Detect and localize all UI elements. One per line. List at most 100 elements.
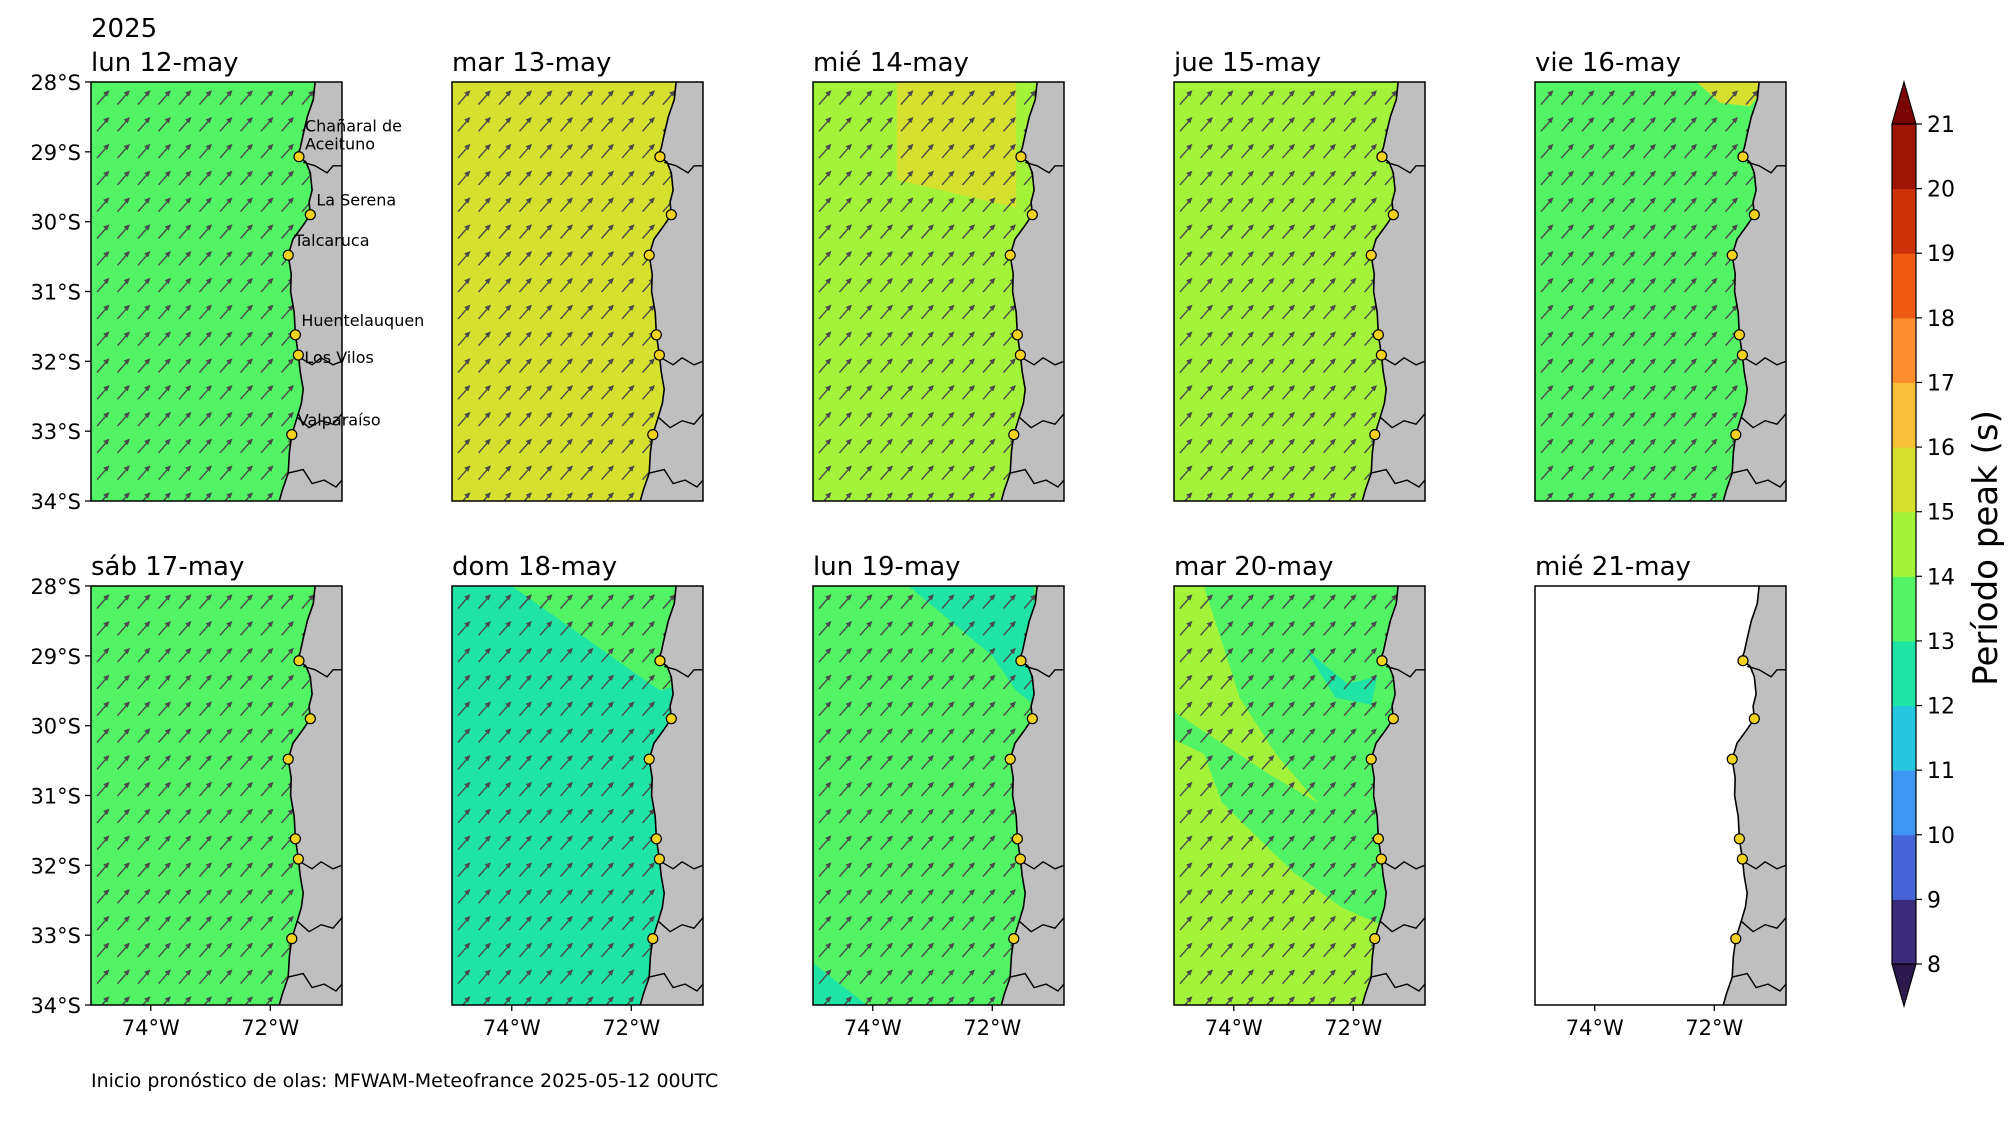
arrow-head	[866, 411, 873, 419]
arrow-head	[164, 465, 171, 472]
arrow-head	[886, 277, 893, 285]
arrow-head	[1329, 492, 1336, 499]
arrow-head	[1227, 862, 1234, 869]
arrow-head	[1370, 90, 1377, 97]
arrow-head	[866, 996, 873, 1003]
arrow-head	[185, 862, 192, 869]
arrow-head	[1268, 492, 1275, 499]
station-marker	[1375, 349, 1387, 361]
arrow-head	[246, 755, 253, 762]
arrow-head	[164, 594, 171, 601]
arrow-head	[1350, 755, 1357, 762]
station-marker	[665, 209, 677, 221]
arrow-head	[1588, 277, 1595, 285]
arrow-head	[648, 358, 655, 365]
arrow-head	[968, 143, 975, 151]
arrow-head	[144, 942, 151, 949]
arrow-head	[968, 197, 975, 204]
arrow-head	[628, 277, 635, 285]
arrow-head	[1309, 143, 1316, 151]
arrow-head	[968, 170, 975, 177]
arrow-head	[1227, 969, 1234, 976]
arrow-head	[1731, 358, 1738, 365]
arrow-head	[464, 90, 471, 97]
arrow-head	[1227, 251, 1234, 258]
arrow-head	[1670, 197, 1677, 204]
arrow-head	[886, 90, 893, 97]
arrow-head	[185, 996, 192, 1003]
arrow-head	[1309, 862, 1316, 869]
arrow-head	[123, 674, 130, 681]
arrow-head	[287, 143, 294, 151]
station-marker	[1726, 249, 1738, 261]
arrow-head	[226, 781, 233, 789]
arrow-head	[948, 492, 955, 499]
arrow-head	[948, 996, 955, 1003]
arrow-head	[1547, 304, 1554, 311]
arrow-head	[989, 224, 996, 231]
arrow-head	[185, 781, 192, 789]
arrow-head	[1288, 117, 1295, 124]
arrow-head	[845, 835, 852, 842]
region-border	[1740, 413, 1786, 429]
arrow-head	[989, 781, 996, 789]
arrow-head	[1690, 465, 1697, 472]
colorbar-frame	[1891, 123, 1917, 965]
arrow-head	[948, 304, 955, 311]
arrow-head	[845, 996, 852, 1003]
arrow-head	[587, 90, 594, 97]
arrow-head	[1588, 117, 1595, 124]
colorbar-tick-label: 12	[1927, 695, 1955, 720]
arrow-head	[607, 170, 614, 177]
arrow-head	[989, 170, 996, 177]
arrow-head	[103, 143, 110, 151]
arrow-head	[989, 915, 996, 923]
arrow-head	[505, 143, 512, 151]
arrow-head	[566, 251, 573, 258]
arrow-head	[1547, 358, 1554, 365]
arrow-head	[546, 915, 553, 923]
arrow-head	[267, 331, 274, 338]
arrow-head	[866, 755, 873, 762]
arrow-head	[628, 781, 635, 789]
region-border	[1382, 356, 1425, 366]
arrow-head	[1186, 465, 1193, 472]
arrow-head	[648, 117, 655, 124]
arrow-head	[1309, 621, 1316, 628]
arrow-head	[1247, 942, 1254, 949]
arrow-head	[464, 277, 471, 285]
arrow-head	[1206, 808, 1213, 815]
period-patch	[511, 586, 680, 691]
arrow-head	[948, 411, 955, 419]
arrow-head	[886, 621, 893, 628]
arrow-head	[1206, 889, 1213, 896]
region-border	[1743, 356, 1786, 366]
arrow-head	[505, 224, 512, 231]
arrow-head	[927, 594, 934, 601]
arrow-head	[948, 889, 955, 896]
arrow-head	[1227, 942, 1234, 949]
arrow-head	[546, 647, 553, 655]
arrow-head	[845, 251, 852, 258]
arrow-head	[886, 942, 893, 949]
arrow-head	[226, 224, 233, 231]
arrow-head	[185, 117, 192, 124]
arrow-head	[1247, 358, 1254, 365]
arrow-head	[185, 647, 192, 655]
period-patch	[1174, 739, 1390, 1005]
arrow-head	[103, 862, 110, 869]
arrow-head	[1588, 358, 1595, 365]
arrow-head	[525, 889, 532, 896]
arrow-head	[968, 862, 975, 869]
arrow-head	[1649, 277, 1656, 285]
arrow-head	[144, 674, 151, 681]
arrow-head	[123, 117, 130, 124]
arrow-head	[1288, 781, 1295, 789]
arrow-head	[907, 996, 914, 1003]
arrow-head	[1186, 492, 1193, 499]
station-marker	[654, 151, 666, 163]
arrow-head	[226, 647, 233, 655]
lat-tick-label: 30°S	[30, 211, 81, 235]
arrow-head	[1227, 674, 1234, 681]
arrow-head	[246, 304, 253, 311]
